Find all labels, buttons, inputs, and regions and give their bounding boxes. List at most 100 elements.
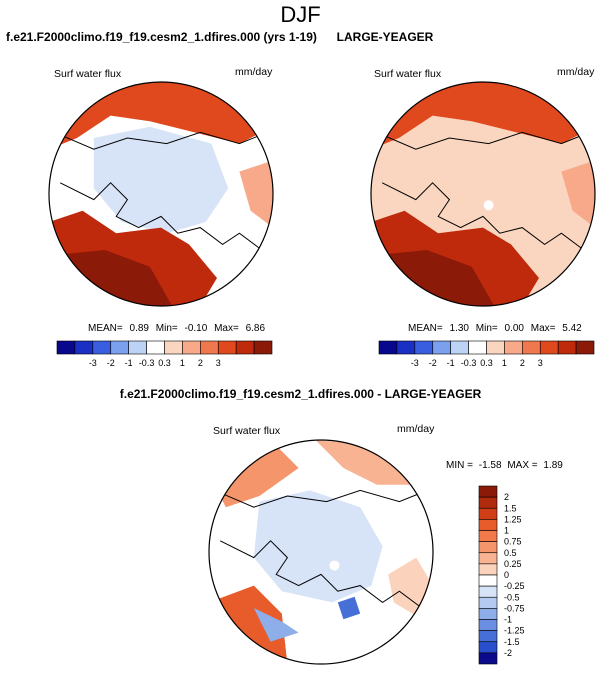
diff-colorbar-tick-label: 1.25	[504, 514, 522, 524]
diff-colorbar-cell	[478, 641, 498, 654]
panel1-colorbar-tick-label: 3	[216, 358, 221, 368]
diff-colorbar-cell	[478, 530, 498, 542]
panel1-pacific-high	[49, 82, 273, 150]
panel1-east-field	[239, 160, 273, 228]
diff-coastline	[219, 540, 423, 609]
diff-colorbar-tick-label: 0.75	[504, 537, 522, 547]
diff-panel-title: f.e21.F2000climo.f19_f19.cesm2_1.dfires.…	[119, 387, 482, 401]
panel2-colorbar-tick-label: -2	[429, 358, 437, 368]
panel1-colorbar-cell	[253, 340, 273, 355]
panel2-colorbar-cell	[468, 340, 487, 355]
panel1-stats: MEAN= 0.89 Min= -0.10 Max= 6.86	[88, 323, 265, 334]
diff-polar-map	[207, 438, 435, 666]
panel1-mean-label: MEAN=	[88, 323, 123, 334]
panel2-map-border	[370, 81, 596, 307]
panel2-colorbar-tick-label: -3	[411, 358, 419, 368]
panel2-mean-value: 1.30	[449, 323, 469, 334]
diff-map-svg	[208, 439, 434, 665]
panel1-mean-value: 0.89	[129, 323, 149, 334]
diff-units-label: mm/day	[397, 423, 435, 435]
panel2-colorbar-svg: -3 -2 -1 -0.3 0.3 1 2 3	[378, 340, 595, 368]
diff-negative-anomaly	[253, 608, 299, 642]
diff-colorbar-tick-label: 0.5	[504, 548, 517, 558]
diff-colorbar-tick-label: 1	[504, 526, 509, 536]
panel2-colorbar-cell	[432, 340, 451, 355]
panel2-colorbar-cell	[539, 340, 559, 355]
panel2-min-value: 0.00	[504, 323, 524, 334]
diff-colorbar-cell	[478, 496, 498, 509]
diff-colorbar-cell	[478, 652, 498, 665]
diff-map-border	[208, 439, 434, 665]
panel1-min-value: -0.10	[184, 323, 208, 334]
panel2-colorbar-tick-label: 0.3	[480, 358, 493, 368]
panel2-variable-label: Surf water flux	[374, 68, 442, 80]
panel1-colorbar-tick-label: -1	[125, 358, 133, 368]
panel2-stats: MEAN= 1.30 Min= 0.00 Max= 5.42	[408, 323, 582, 334]
diff-colorbar-cell	[478, 552, 498, 565]
panel2-map-svg	[370, 81, 596, 307]
diff-max-label: MAX =	[507, 460, 538, 471]
panel2-east-field	[561, 160, 595, 228]
panel2-colorbar-cell	[450, 340, 469, 355]
panel2-colorbar: -3 -2 -1 -0.3 0.3 1 2 3	[378, 340, 595, 377]
diff-colorbar-cell	[478, 574, 498, 587]
diff-colorbar-cell	[478, 585, 498, 598]
diff-colorbar: 2 1.5 1.25 1 0.75 0.5 0.25 0 -0.25 -0.5 -0.75 -1 -1.…	[478, 485, 548, 672]
diff-colorbar-tick-label: 1.5	[504, 503, 517, 513]
diff-pacific-anomaly-2	[315, 440, 417, 485]
diff-colorbar-cell	[478, 596, 498, 609]
panel1-colorbar-cell	[235, 340, 255, 355]
panel1-colorbar-cell	[182, 340, 201, 355]
diff-stats: MIN = -1.58 MAX = 1.89	[446, 460, 563, 471]
diff-max-value: 1.89	[543, 460, 563, 471]
diff-colorbar-tick-label: -0.25	[504, 581, 525, 591]
panel1-colorbar-cell	[110, 340, 129, 355]
diff-colorbar-tick-label: 0.25	[504, 559, 522, 569]
panel2-colorbar-tick-label: 1	[502, 358, 507, 368]
panel2-pole-hole	[483, 200, 494, 211]
panel2-units-label: mm/day	[557, 66, 595, 78]
panel1-colorbar-cell	[146, 340, 165, 355]
panel2-colorbar-cell	[504, 340, 523, 355]
panel2-colorbar-cell	[414, 340, 434, 355]
panel2-coastline-2	[376, 131, 590, 150]
diff-colorbar-tick-label: -1.5	[504, 637, 520, 647]
panel1-map-border	[48, 81, 274, 307]
panel1-colorbar-cell	[217, 340, 237, 355]
panel2-colorbar-cell	[396, 340, 416, 355]
panel1-title: f.e21.F2000climo.f19_f19.cesm2_1.dfires.…	[6, 30, 317, 44]
diff-colorbar-tick-label: -2	[504, 648, 512, 658]
panel2-arctic-field	[415, 126, 551, 234]
panel1-colorbar-cell	[74, 340, 94, 355]
panel1-colorbar-cell	[164, 340, 183, 355]
panel1-units-label: mm/day	[235, 66, 273, 78]
panel1-colorbar-cell	[56, 340, 76, 355]
diff-colorbar-tick-label: -0.5	[504, 592, 520, 602]
diff-negative-anomaly-2	[337, 596, 361, 620]
diff-colorbar-cell	[478, 630, 498, 643]
panel2-min-label: Min=	[475, 323, 498, 334]
diff-colorbar-cell	[478, 619, 498, 631]
diff-coastline-2	[214, 489, 428, 508]
panel2-colorbar-cell	[557, 340, 577, 355]
diff-min-label: MIN =	[446, 460, 473, 471]
panel2-coastline	[381, 182, 585, 251]
panel1-colorbar-cell	[200, 340, 219, 355]
diff-colorbar-tick-label: -1	[504, 615, 512, 625]
panel2-colorbar-tick-label: -0.3	[461, 358, 477, 368]
panel2-colorbar-cell	[486, 340, 505, 355]
figure-season-title: DJF	[280, 2, 321, 27]
panel1-colorbar-cell	[128, 340, 147, 355]
diff-pole-hole	[329, 560, 340, 571]
diff-colorbar-tick-label: -0.75	[504, 603, 525, 613]
panel1-max-label: Max=	[214, 323, 239, 334]
panel2-pacific-high	[371, 82, 595, 150]
panel1-colorbar-tick-label: 2	[198, 358, 203, 368]
panel1-colorbar-tick-label: -0.3	[139, 358, 155, 368]
panel1-colorbar-svg: -3 -2 -1 -0.3 0.3 1 2 3	[56, 340, 273, 368]
panel1-coastline-2	[54, 131, 268, 150]
panel1-colorbar-tick-label: 0.3	[158, 358, 171, 368]
panel1-colorbar: -3 -2 -1 -0.3 0.3 1 2 3	[56, 340, 273, 377]
panel2-mean-label: MEAN=	[408, 323, 443, 334]
panel2-max-value: 5.42	[562, 323, 582, 334]
